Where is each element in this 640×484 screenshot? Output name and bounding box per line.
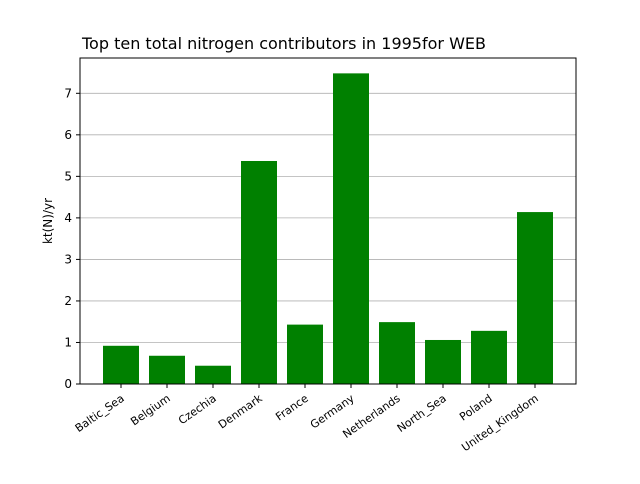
y-tick-label: 2	[64, 294, 72, 308]
bars-layer	[103, 73, 553, 385]
x-tick-label: United_Kingdom	[459, 392, 540, 454]
bar-belgium	[149, 355, 185, 384]
x-tick-label: France	[273, 392, 311, 424]
bar-france	[287, 324, 323, 384]
bar-baltic-sea	[103, 345, 139, 384]
x-tick-label: Denmark	[216, 391, 265, 431]
bar-denmark	[241, 160, 277, 384]
y-tick-label: 0	[64, 377, 72, 391]
bar-north-sea	[425, 339, 461, 384]
x-tick-label: North_Sea	[395, 392, 449, 435]
y-tick-label: 4	[64, 211, 72, 225]
bar-poland	[471, 330, 507, 384]
y-tick-label: 1	[64, 335, 72, 349]
bar-netherlands	[379, 322, 415, 384]
chart-title: Top ten total nitrogen contributors in 1…	[81, 34, 486, 53]
y-axis: 0 1 2 3 4 5 6 7	[64, 86, 80, 391]
bar-united-kingdom	[517, 212, 553, 384]
x-tick-label: Baltic_Sea	[73, 392, 127, 435]
y-tick-label: 6	[64, 128, 72, 142]
grid-layer	[80, 92, 576, 343]
bar-germany	[333, 73, 369, 385]
x-tick-label: Belgium	[128, 392, 172, 429]
y-tick-label: 7	[64, 86, 72, 100]
bar-czechia	[195, 365, 231, 384]
y-tick-label: 5	[64, 169, 72, 183]
plot-frame	[79, 57, 577, 385]
x-tick-label: Poland	[457, 392, 495, 424]
x-tick-label: Czechia	[176, 392, 219, 427]
y-tick-label: 3	[64, 252, 72, 266]
y-axis-label: kt(N)/yr	[41, 198, 55, 244]
